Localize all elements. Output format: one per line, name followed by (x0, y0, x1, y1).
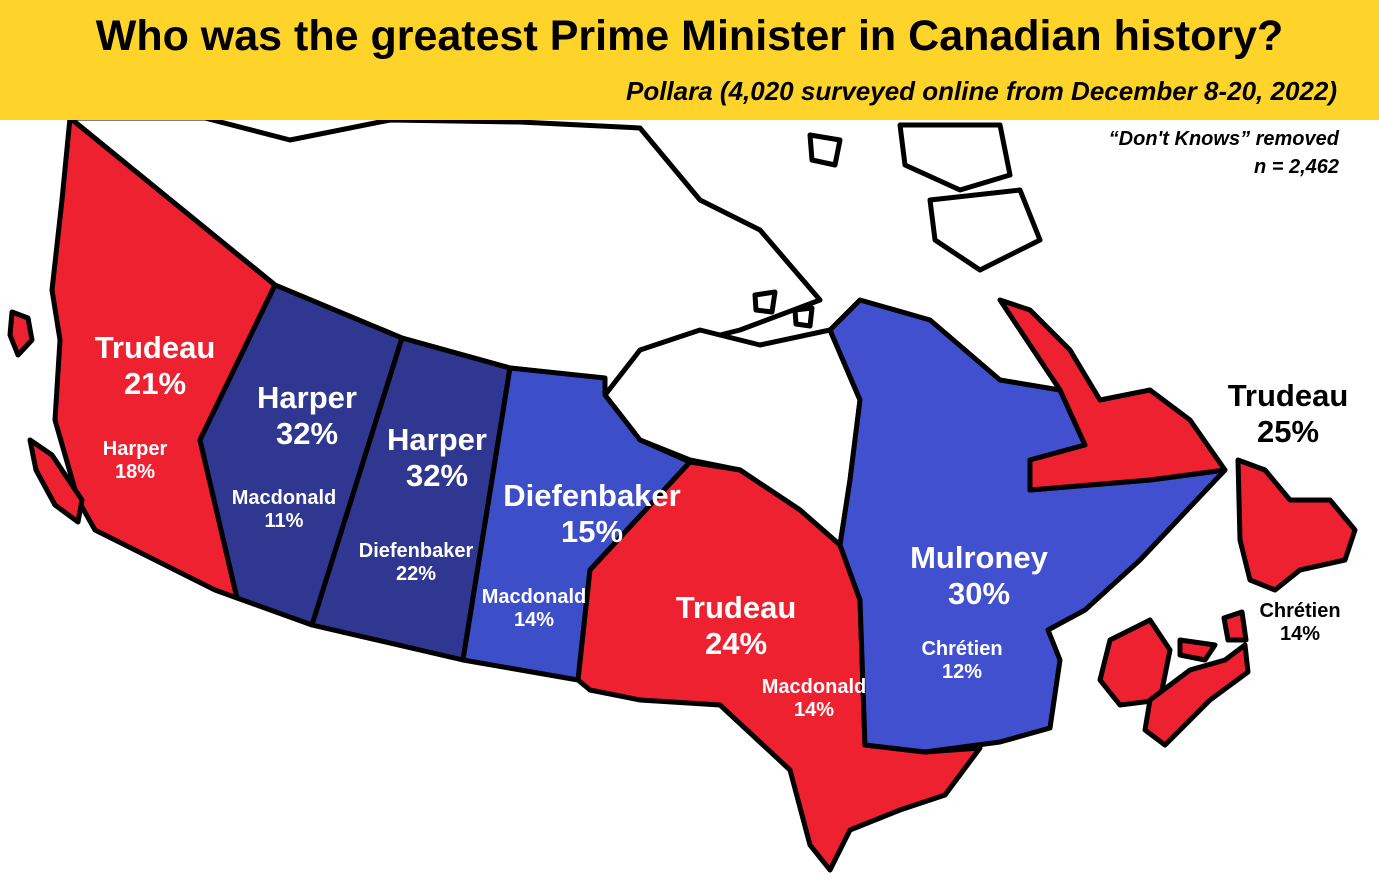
on-leader-name: Trudeau (675, 590, 797, 625)
on-leader-pct: 24% (704, 625, 768, 661)
atl-leader-name: Trudeau (1227, 378, 1349, 413)
qc-leader: Mulroney 30% (910, 540, 1048, 611)
arctic-island (807, 132, 843, 168)
qc-leader-name: Mulroney (910, 540, 1048, 575)
region-ab (197, 282, 405, 628)
ab-second: Macdonald 11% (232, 487, 336, 533)
mb-second: Macdonald 14% (482, 586, 586, 632)
sk-leader-name: Harper (387, 422, 487, 457)
bc-second-name: Harper (102, 438, 168, 460)
bc-leader-pct: 21% (123, 365, 187, 401)
ab-second-name: Macdonald (231, 487, 337, 509)
bc-second-pct: 18% (114, 461, 156, 483)
region-ns (1142, 642, 1251, 748)
island-newfoundland (1235, 457, 1358, 593)
on-leader: Trudeau 24% (676, 590, 797, 661)
island-haida-gwaii (7, 309, 35, 358)
note-dont-knows: “Don't Knows” removed (1108, 128, 1339, 150)
region-qc (827, 297, 1228, 755)
sk-second-name: Diefenbaker (358, 540, 474, 562)
sk-leader-pct: 32% (405, 457, 469, 493)
bc-leader-name: Trudeau (94, 330, 216, 365)
region-labrador (997, 297, 1228, 493)
atl-leader-pct: 25% (1256, 413, 1320, 449)
arctic-island (927, 187, 1043, 273)
atl-second-name: Chrétien (1259, 600, 1341, 622)
on-second-pct: 14% (793, 699, 835, 721)
mb-leader-name: Diefenbaker (503, 478, 681, 513)
arctic-island (897, 122, 1013, 193)
on-second: Macdonald 14% (762, 676, 866, 722)
title-banner (0, 0, 1379, 120)
sk-second: Diefenbaker 22% (359, 540, 474, 586)
ab-second-pct: 11% (264, 510, 304, 532)
arctic-island (792, 305, 815, 329)
mb-second-pct: 14% (513, 609, 555, 631)
sk-second-pct: 22% (395, 563, 437, 585)
region-pei (1177, 637, 1218, 663)
island-vancouver (27, 437, 85, 525)
qc-leader-pct: 30% (947, 575, 1011, 611)
qc-second-pct: 12% (941, 661, 983, 683)
ab-leader-pct: 32% (275, 415, 339, 451)
ab-leader-name: Harper (257, 380, 357, 415)
mb-second-name: Macdonald (481, 586, 587, 608)
bc-second: Harper 18% (103, 438, 167, 484)
atl-second: Chrétien 14% (1259, 600, 1340, 646)
atl-second-pct: 14% (1279, 623, 1321, 645)
mb-leader-pct: 15% (560, 513, 624, 549)
page-title: Who was the greatest Prime Minister in C… (95, 12, 1284, 60)
bc-leader: Trudeau 21% (95, 330, 216, 401)
sk-leader: Harper 32% (387, 422, 487, 493)
mb-leader: Diefenbaker 15% (503, 478, 680, 549)
page-subtitle: Pollara (4,020 surveyed online from Dece… (625, 76, 1337, 106)
qc-second: Chrétien 12% (921, 638, 1002, 684)
qc-second-name: Chrétien (921, 638, 1003, 660)
island-cape-breton (1221, 609, 1249, 643)
on-second-name: Macdonald (761, 676, 867, 698)
ab-leader: Harper 32% (257, 380, 357, 451)
atl-leader: Trudeau 25% (1228, 378, 1349, 449)
note-sample-size: n = 2,462 (1253, 156, 1339, 178)
arctic-island (752, 289, 778, 315)
